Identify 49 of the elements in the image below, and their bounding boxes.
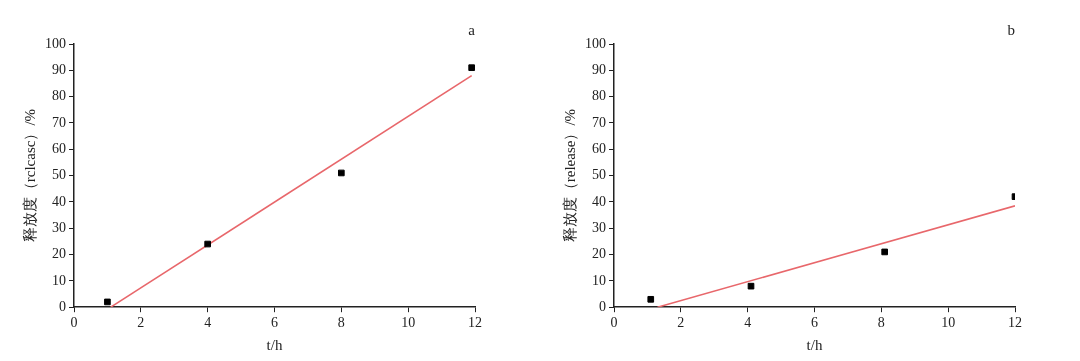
chart-title: a xyxy=(468,21,476,38)
point xyxy=(204,240,211,248)
y-tick-label: 100 xyxy=(585,35,606,51)
y-tick-label: 40 xyxy=(592,193,606,209)
y-tick-label: 10 xyxy=(52,272,66,288)
y-tick-label: 60 xyxy=(52,140,66,156)
y-tick-label: 30 xyxy=(592,219,606,235)
x-tick-label: 12 xyxy=(468,315,482,331)
point xyxy=(747,282,755,290)
x-tick-label: 6 xyxy=(271,315,278,331)
point xyxy=(881,248,888,256)
x-tick-label: 8 xyxy=(877,315,885,331)
y-tick-label: 20 xyxy=(52,246,66,262)
y-tick-label: 90 xyxy=(52,61,66,77)
x-tick-label: 10 xyxy=(401,315,416,331)
x-tick-label: 4 xyxy=(744,315,752,331)
y-axis-title: 释放度（release）/% xyxy=(561,108,578,243)
y-tick-label: 80 xyxy=(592,88,606,104)
y-tick-label: 40 xyxy=(52,193,66,209)
y-tick-label: 80 xyxy=(52,88,66,104)
y-tick-label: 60 xyxy=(592,140,606,156)
x-tick-label: 8 xyxy=(337,315,345,331)
y-axis-title: 释放度（rclcasc）/% xyxy=(21,108,38,243)
x-tick-label: 10 xyxy=(941,315,956,331)
x-axis-title: t/h xyxy=(806,336,823,353)
x-tick-label: 2 xyxy=(677,315,685,331)
y-tick-label: 0 xyxy=(59,298,66,314)
y-tick-label: 20 xyxy=(592,246,606,262)
x-tick-label: 0 xyxy=(70,315,78,331)
y-tick-label: 10 xyxy=(592,272,606,288)
point xyxy=(468,64,475,72)
y-tick-label: 90 xyxy=(592,61,606,77)
x-axis-title: t/h xyxy=(266,336,283,353)
point xyxy=(338,169,345,177)
y-tick-label: 50 xyxy=(592,167,606,183)
y-tick-label: 70 xyxy=(52,114,66,130)
y-tick-label: 30 xyxy=(52,219,66,235)
x-tick-label: 2 xyxy=(137,315,145,331)
y-tick-label: 0 xyxy=(599,298,606,314)
y-tick-label: 70 xyxy=(592,114,606,130)
y-tick-label: 50 xyxy=(52,167,66,183)
y-tick-label: 100 xyxy=(45,35,66,51)
x-tick-label: 6 xyxy=(811,315,818,331)
x-tick-label: 12 xyxy=(1008,315,1022,331)
point xyxy=(647,295,655,303)
chart-title: b xyxy=(1007,21,1015,38)
x-tick-label: 0 xyxy=(610,315,618,331)
x-tick-label: 4 xyxy=(204,315,212,331)
point xyxy=(104,298,111,306)
